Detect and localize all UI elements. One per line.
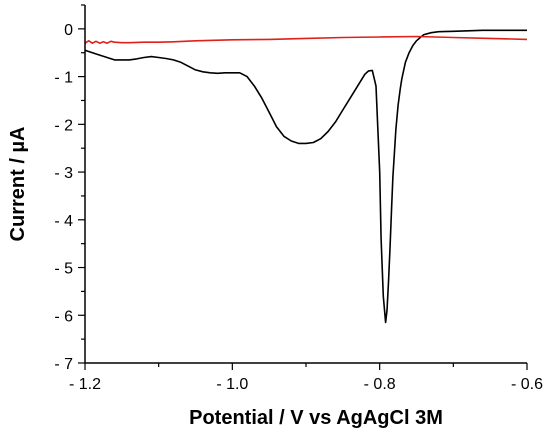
y-tick-label: 0 [64,22,73,39]
series-line-red [84,35,528,44]
series-layer [84,29,528,324]
series-line-black [84,29,527,324]
y-tick-label: - 2 [54,117,73,134]
x-tick-label: - 0.6 [511,376,543,393]
y-tick-label: - 3 [54,165,73,182]
ticks-layer: - 1.2 - 1.0 - 0.8 - 0.6 0 - 1 - 2 - 3 - 4 - 5 - 6 -… [54,4,543,393]
y-tick-label: - 4 [54,213,73,230]
y-axis-title: Current / µA [7,127,29,242]
x-tick-label: - 0.8 [364,376,396,393]
x-tick-label: - 1.0 [216,376,248,393]
y-tick-label: - 5 [54,261,73,278]
x-tick-label: - 1.2 [69,376,101,393]
axes-layer [84,5,527,364]
y-tick-label: - 7 [54,356,73,373]
y-tick-label: - 1 [54,70,73,87]
y-tick-label: - 6 [54,308,73,325]
x-axis-title: Potential / V vs AgAgCl 3M [189,407,443,429]
